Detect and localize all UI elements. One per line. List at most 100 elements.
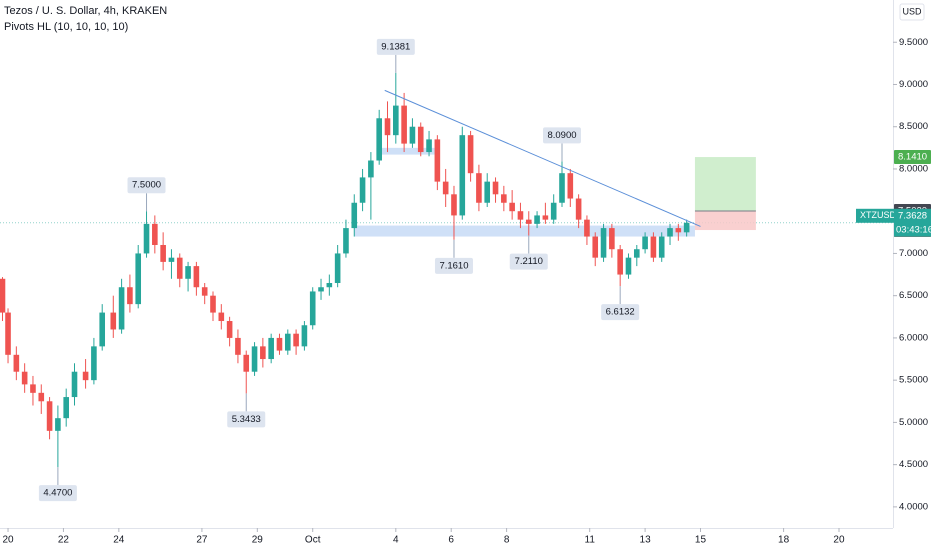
y-tick-label: 8.5000 <box>899 121 928 132</box>
candle-body <box>426 139 432 153</box>
pivot-label: 9.1381 <box>381 41 410 52</box>
candle-body <box>675 228 682 233</box>
last-price-box <box>894 208 931 237</box>
candle-body <box>459 135 466 216</box>
candle-body <box>550 202 557 220</box>
countdown: 03:43:16 <box>896 224 932 235</box>
candle-body <box>384 118 391 136</box>
candle-body <box>143 223 150 254</box>
trendline <box>384 89 701 227</box>
candle-body <box>110 312 117 330</box>
y-tick-label: 5.0000 <box>899 417 928 428</box>
candle-body <box>575 198 582 220</box>
candle-body <box>343 228 349 254</box>
candle-body <box>55 418 61 431</box>
candle-body <box>0 278 6 313</box>
candle-body <box>401 105 407 144</box>
candle-body <box>642 236 648 250</box>
candle-body <box>584 219 590 237</box>
candle-body <box>326 283 333 288</box>
candle-body <box>509 202 515 212</box>
candle-body <box>683 222 690 233</box>
last-price-label: 7.3628 <box>898 210 927 221</box>
candle-body <box>301 325 308 347</box>
candle-body <box>650 236 657 258</box>
candle-body <box>127 287 133 305</box>
x-tick-label: 24 <box>113 535 125 546</box>
candle-body <box>5 312 11 355</box>
x-tick-label: 18 <box>778 535 790 546</box>
pivot-label-box <box>509 253 548 270</box>
candle-body <box>99 312 106 347</box>
y-tick-label: 6.0000 <box>899 332 928 343</box>
x-tick-label: 20 <box>833 535 845 546</box>
candle-body <box>409 126 416 144</box>
target-price-label-box <box>894 150 931 165</box>
candle-body <box>284 333 291 351</box>
candle-body <box>82 371 89 381</box>
y-tick-label: 7.0000 <box>899 248 928 259</box>
currency-box[interactable] <box>899 3 925 21</box>
candle-body <box>276 337 283 351</box>
candle-body <box>368 160 374 178</box>
candle-body <box>658 236 665 258</box>
candle-body <box>592 236 599 258</box>
x-tick-label: 22 <box>58 535 70 546</box>
candle-body <box>633 249 640 258</box>
x-tick-label: 29 <box>252 535 264 546</box>
candle-body <box>451 194 457 216</box>
candle-body <box>567 173 574 199</box>
candle-body <box>334 253 341 284</box>
candle-body <box>168 257 175 262</box>
candle-body <box>484 181 491 203</box>
pivot-label: 8.0900 <box>547 130 576 141</box>
currency: USD <box>902 6 922 16</box>
candle-body <box>476 173 482 203</box>
y-tick-label: 4.5000 <box>899 459 928 470</box>
pivot-label: 7.2110 <box>515 256 543 267</box>
candle-body <box>30 384 36 393</box>
candle-body <box>152 223 158 245</box>
candle-body <box>210 295 216 313</box>
pivot-label: 7.1610 <box>439 260 468 271</box>
candle-body <box>318 287 324 292</box>
y-tick-label: 4.0000 <box>899 501 928 512</box>
symbol-label: XTZUSD <box>860 210 897 220</box>
candle-body <box>393 105 399 136</box>
candle-body <box>176 257 183 279</box>
pivot-label: 6.6132 <box>606 307 635 318</box>
candle-body <box>135 253 142 305</box>
y-tick-label: 9.5000 <box>899 37 928 48</box>
x-tick-label: 8 <box>504 535 510 546</box>
candle-body <box>517 211 524 220</box>
pivot-label-box <box>38 485 77 502</box>
candle-body <box>434 139 441 182</box>
x-tick-label: 4 <box>393 535 399 546</box>
candle-body <box>260 346 266 360</box>
candle-body <box>625 257 632 275</box>
pivot-label: 5.3433 <box>232 414 261 425</box>
x-tick-label: 20 <box>2 535 14 546</box>
candle-body <box>617 249 623 275</box>
candle-body <box>309 291 316 326</box>
candle-body <box>667 228 673 237</box>
candle-body <box>351 202 358 229</box>
symbol-label-box <box>856 208 894 223</box>
support-zone <box>354 225 695 237</box>
candle-body <box>542 215 549 220</box>
candle-body <box>71 371 78 398</box>
indicator-name: Pivots HL (10, 10, 10, 10) <box>4 21 128 33</box>
y-tick-label: 6.5000 <box>899 290 928 301</box>
candle-body <box>160 244 166 262</box>
candle-body <box>534 215 540 224</box>
pivot-label-box <box>434 257 473 274</box>
candle-body <box>226 321 233 338</box>
candle-body <box>13 354 20 372</box>
candle-body <box>218 312 225 322</box>
candle-body <box>46 401 53 431</box>
candle-body <box>376 118 382 161</box>
candle-body <box>501 194 507 203</box>
chart-title: Tezos / U. S. Dollar, 4h, KRAKEN <box>4 5 167 17</box>
